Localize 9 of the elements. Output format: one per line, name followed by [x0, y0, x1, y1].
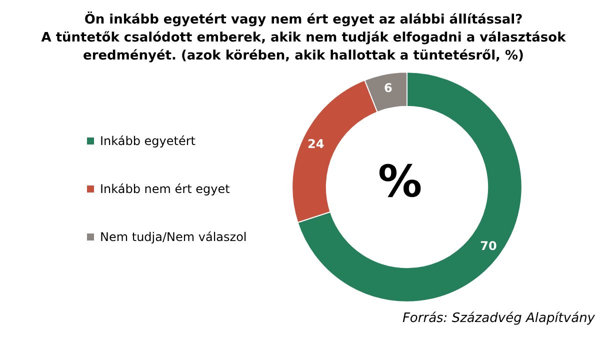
data-label: 24	[307, 137, 324, 152]
chart-title: Ön inkább egyetért vagy nem ért egyet az alábbi állítással? A tüntetők csalódott emberek, akik nem tudják elfogadni a választások eredményét. (azok körében, akik hallottak a tüntetésről, %)	[41, 10, 566, 64]
legend-label: Inkább egyetért	[100, 134, 196, 148]
legend-label: Nem tudja/Nem válaszol	[100, 230, 247, 244]
data-label: 6	[384, 81, 392, 96]
data-label: 70	[480, 239, 497, 254]
legend-label: Inkább nem ért egyet	[100, 182, 230, 196]
text: %	[378, 156, 422, 208]
text: Forrás: Századvég Alapítvány	[402, 311, 596, 326]
